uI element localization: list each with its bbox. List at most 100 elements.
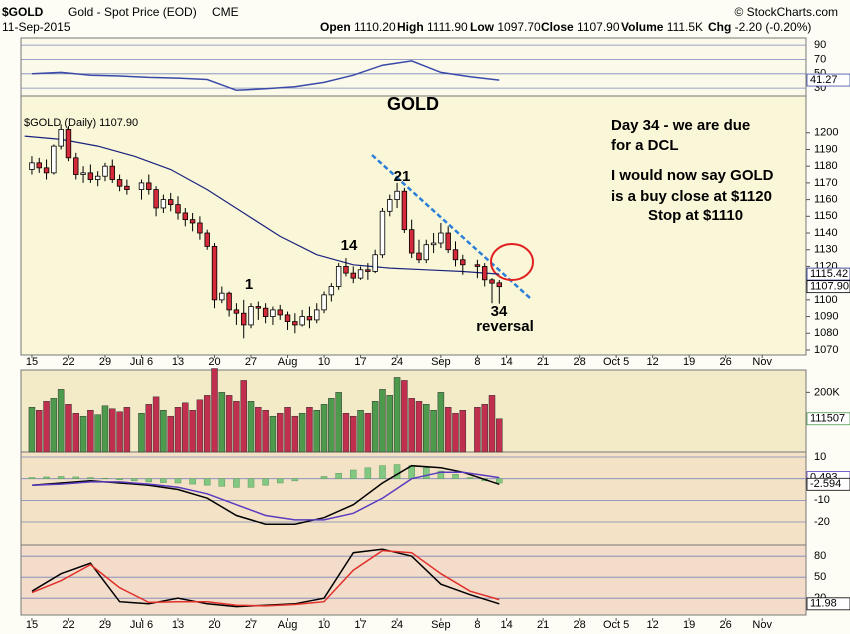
x-tick-label: 28 xyxy=(574,356,586,368)
volume-bar xyxy=(284,407,291,453)
volume-bar xyxy=(452,412,459,453)
volume-bar xyxy=(481,404,488,453)
candle-body xyxy=(401,190,408,231)
candle-body xyxy=(58,129,64,147)
annotation: Stop at $1110 xyxy=(648,207,743,224)
candle-body xyxy=(182,212,189,221)
candle-body xyxy=(394,190,400,201)
candle-body xyxy=(343,266,349,274)
volume-bar xyxy=(496,418,503,453)
volume-bar xyxy=(423,404,430,453)
value-tag xyxy=(806,412,850,426)
value-tag-label: 1115.42 xyxy=(810,268,848,280)
volume-bar xyxy=(167,415,174,453)
histogram-bar xyxy=(130,478,138,482)
x-tick-label: Jul 6 xyxy=(130,356,153,368)
x-tick-label: Nov xyxy=(752,356,772,368)
volume-bar xyxy=(320,404,328,453)
x-tick-label: Sep xyxy=(431,356,451,368)
candle-body xyxy=(277,309,283,316)
candle-body xyxy=(314,309,320,321)
date: 11-Sep-2015 xyxy=(2,20,71,34)
candle-body xyxy=(36,162,42,169)
candle-body xyxy=(43,167,50,174)
annotation: Day 34 - we are due xyxy=(611,117,750,134)
volume-bar xyxy=(364,412,372,453)
volume-bar xyxy=(87,410,94,453)
volume-bar xyxy=(79,415,87,453)
x-tick-label: 27 xyxy=(245,619,257,631)
y-tick-label: 50 xyxy=(814,571,826,583)
histogram-bar xyxy=(145,478,153,483)
volume-bar xyxy=(342,412,350,453)
stoch-panel xyxy=(20,544,807,616)
volume-bar xyxy=(306,407,313,453)
y-tick-label: 1100 xyxy=(814,294,838,306)
volume-bar xyxy=(269,415,277,453)
volume-bar xyxy=(291,415,299,453)
candle-body xyxy=(94,175,101,180)
trend-line xyxy=(371,154,531,299)
volume-bar xyxy=(145,404,153,453)
histogram-bar xyxy=(160,478,167,483)
candle-body xyxy=(365,269,371,272)
y-tick-label: 200K xyxy=(814,386,840,398)
volume-bar xyxy=(262,410,269,453)
candle-body xyxy=(197,222,203,234)
x-tick-label: 12 xyxy=(647,356,659,368)
candle-body xyxy=(321,294,327,311)
candle-body xyxy=(438,232,444,244)
volume-bar xyxy=(328,398,335,453)
annotation: 14 xyxy=(341,237,358,254)
volume-bar xyxy=(240,380,247,453)
histogram-bar xyxy=(320,476,328,479)
volume-bar xyxy=(233,401,240,453)
volume-bar xyxy=(393,377,401,453)
volume-bar xyxy=(386,395,394,453)
candle-body xyxy=(379,210,386,256)
candle-body xyxy=(29,162,35,170)
y-tick-label: 1140 xyxy=(814,227,838,239)
y-tick-label: 70 xyxy=(814,53,826,65)
x-tick-label: 15 xyxy=(26,619,38,631)
symbol: $GOLD xyxy=(2,5,44,19)
highlight-circle xyxy=(490,243,534,281)
y-tick-label: 90 xyxy=(814,39,826,51)
x-tick-label: 10 xyxy=(318,619,330,631)
volume-bar xyxy=(36,410,43,453)
candle-body xyxy=(408,229,415,254)
volume-bar xyxy=(160,410,167,453)
indicator-line xyxy=(31,549,500,607)
volume-bar xyxy=(189,410,196,453)
volume-bar xyxy=(437,392,445,453)
histogram-bar xyxy=(437,470,445,479)
volume-bar xyxy=(255,407,262,453)
candle-body xyxy=(153,189,159,209)
candle-body xyxy=(357,269,364,279)
y-tick-label: 1200 xyxy=(814,127,838,139)
x-tick-label: 8 xyxy=(474,356,480,368)
volume-bar xyxy=(152,396,160,453)
candle-body xyxy=(204,232,210,247)
volume-bar xyxy=(43,401,50,453)
annotation: 34 xyxy=(491,303,508,320)
volume-bar xyxy=(415,401,423,453)
x-tick-label: 24 xyxy=(391,619,403,631)
annotation: is a buy close at $1120 xyxy=(611,188,772,205)
histogram-bar xyxy=(276,478,284,484)
volume-bar xyxy=(225,395,233,453)
x-tick-label: 20 xyxy=(208,356,220,368)
volume-bar xyxy=(444,407,452,453)
candle-body xyxy=(175,204,181,214)
volume-bar xyxy=(65,404,72,453)
y-tick-label: 1070 xyxy=(814,344,838,356)
histogram-bar xyxy=(189,478,196,485)
volume-bar xyxy=(138,412,145,453)
volume-bar xyxy=(474,407,481,453)
histogram-bar xyxy=(87,477,94,479)
candle-body xyxy=(226,292,232,311)
candle-body xyxy=(160,199,167,209)
price-legend: $GOLD (Daily) 1107.90 xyxy=(24,117,138,129)
y-tick-label: 1090 xyxy=(814,310,838,322)
x-tick-label: 19 xyxy=(683,356,695,368)
